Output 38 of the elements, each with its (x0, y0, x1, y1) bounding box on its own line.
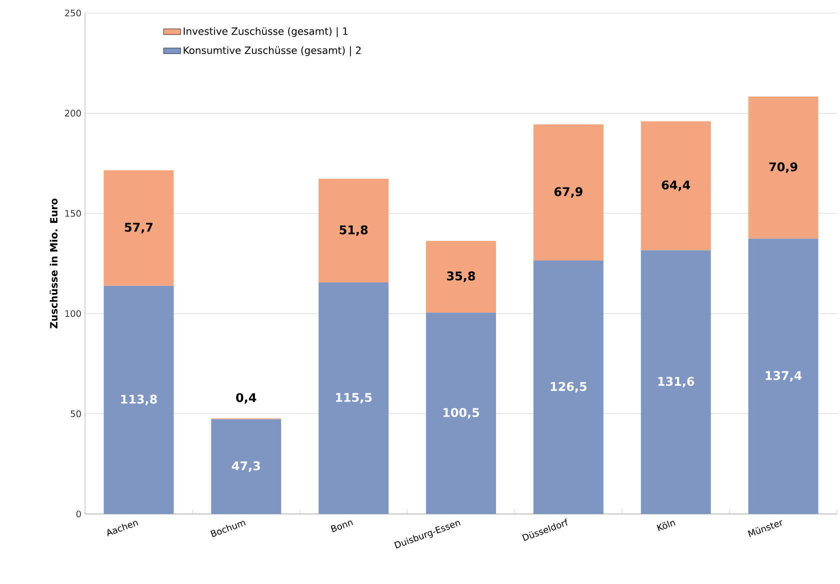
data-label: 47,3 (232, 461, 260, 472)
bar (104, 170, 174, 286)
data-label: 35,8 (447, 271, 476, 282)
data-label: 137,4 (766, 371, 802, 382)
y-tick-label: 0 (76, 510, 81, 518)
bar (640, 121, 711, 250)
data-label: 70,9 (769, 162, 798, 173)
y-tick-label: 100 (65, 310, 81, 317)
bar (104, 286, 174, 514)
y-tick-label: 50 (70, 410, 81, 418)
data-label: 51,8 (340, 225, 368, 236)
data-label: 100,5 (443, 408, 480, 419)
x-tick-label: Köln (656, 520, 676, 532)
bar (533, 260, 604, 514)
bar (533, 124, 604, 260)
data-label: 0,4 (236, 393, 256, 404)
bar (640, 250, 711, 514)
bar (426, 312, 496, 514)
bar (318, 178, 389, 283)
bar (748, 96, 818, 239)
data-label: 67,9 (554, 187, 582, 198)
y-axis-title: Zuschüsse in Mio. Euro (50, 198, 58, 328)
data-label: 131,6 (658, 376, 694, 388)
data-label: 57,7 (124, 222, 153, 234)
bar (318, 282, 389, 514)
data-label: 113,8 (121, 394, 157, 406)
bar (211, 419, 282, 514)
data-label: 64,4 (662, 180, 690, 192)
bar (426, 240, 496, 313)
data-label: 115,5 (336, 393, 372, 404)
y-tick-label: 200 (65, 110, 81, 117)
y-tick-label: 150 (65, 210, 81, 217)
legend-label: Konsumtive Zuschüsse (gesamt) | 2 (184, 46, 361, 56)
y-tick-label: 250 (65, 10, 81, 16)
x-tick-label: Bonn (330, 520, 353, 532)
bar (748, 238, 818, 514)
legend-label: Investive Zuschüsse (gesamt) | 1 (184, 27, 348, 38)
data-label: 126,5 (550, 382, 587, 393)
